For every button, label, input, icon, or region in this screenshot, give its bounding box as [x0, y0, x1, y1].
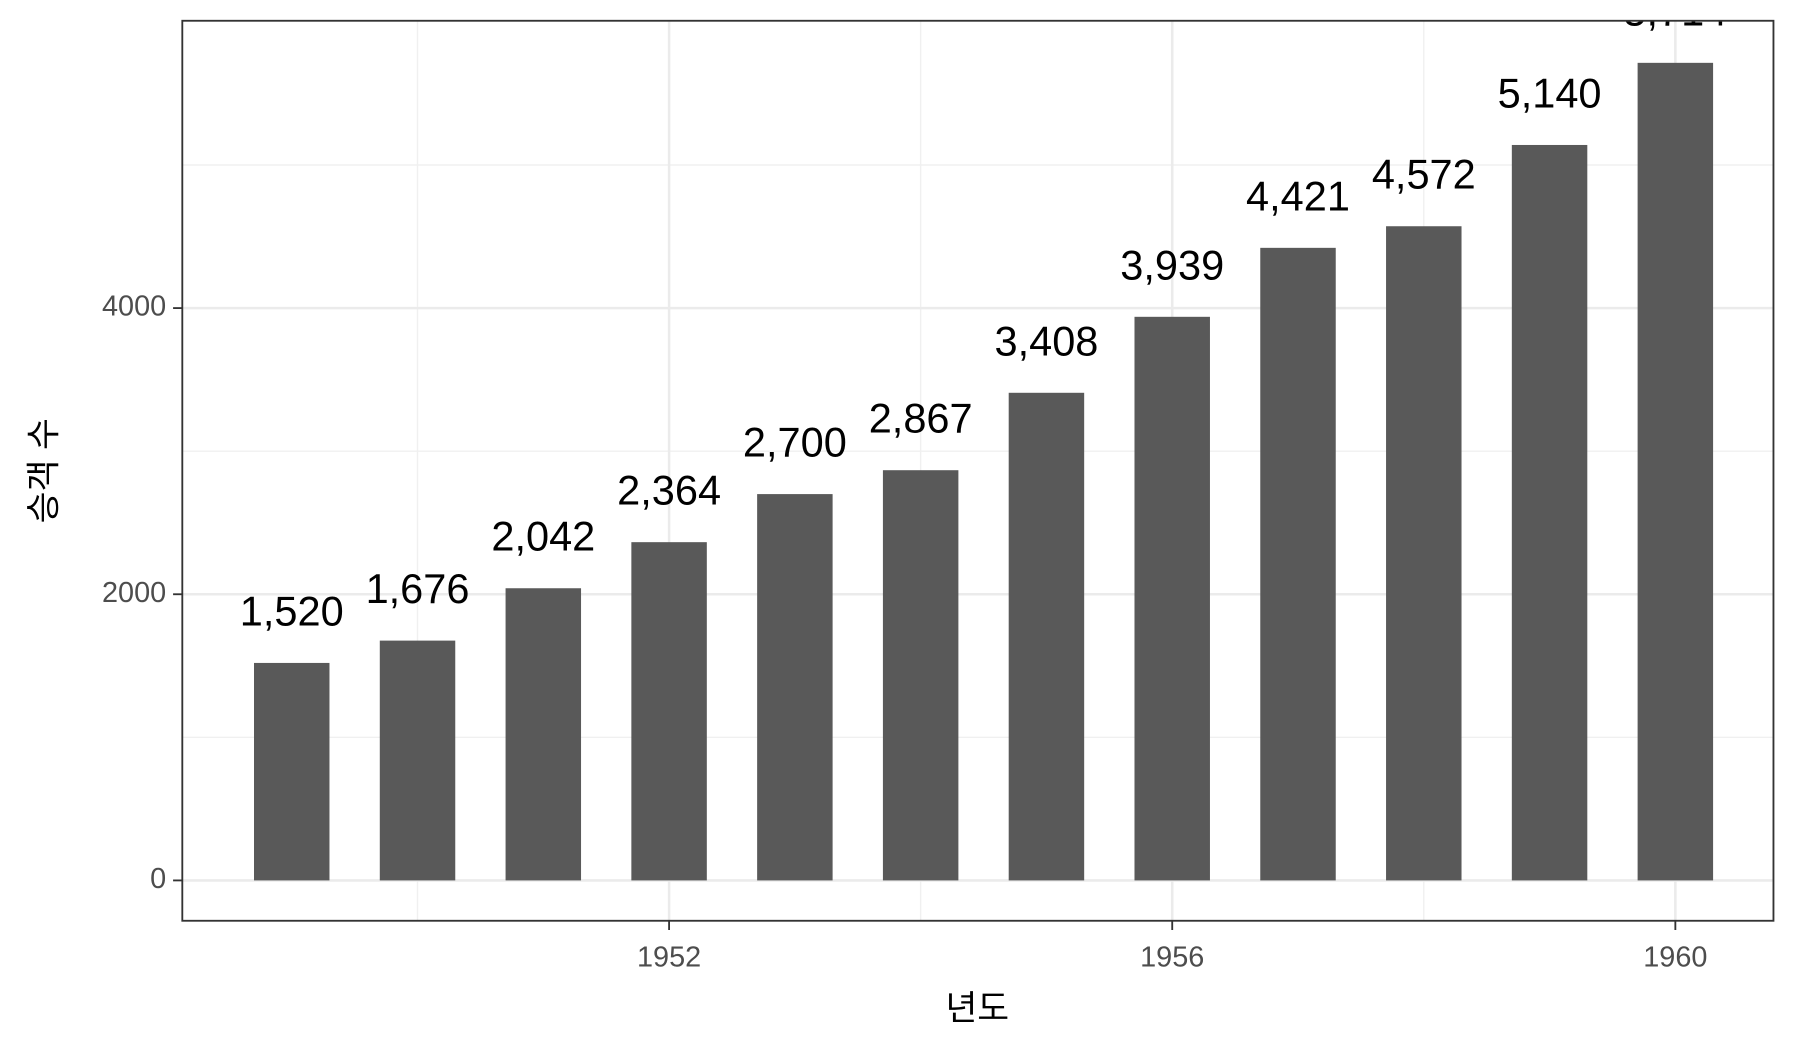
bar [1637, 62, 1714, 881]
value-label: 1,520 [240, 587, 344, 634]
value-label: 2,700 [743, 419, 847, 466]
value-label: 4,572 [1372, 151, 1476, 198]
bar [379, 640, 456, 881]
value-label: 5,140 [1498, 69, 1602, 116]
bar [505, 588, 582, 881]
bar [1511, 144, 1588, 881]
x-tick-label: 1952 [637, 941, 701, 973]
axes: 0 2000 4000 1952 1956 1960 [102, 291, 1707, 974]
value-label: 4,421 [1246, 172, 1350, 219]
value-label: 3,408 [994, 317, 1098, 364]
bar [631, 542, 707, 881]
y-tick-label: 2000 [102, 577, 166, 609]
plot-area: 1,520 1,676 2,042 2,364 2,700 2,867 3,408 3,939… [240, 0, 1727, 881]
bar [254, 662, 330, 881]
bar [1260, 247, 1336, 881]
panel-border [181, 19, 1775, 922]
x-tick-label: 1960 [1643, 941, 1707, 973]
bar [882, 470, 959, 881]
value-label: 1,676 [366, 565, 470, 612]
y-axis-title: 승객 수 [25, 418, 63, 523]
value-label: 2,867 [869, 395, 973, 442]
bar [757, 494, 833, 881]
bar [1134, 316, 1210, 881]
y-tick-label: 4000 [102, 291, 166, 323]
y-tick-label: 0 [150, 863, 166, 895]
value-label: 5,714 [1623, 0, 1727, 34]
bar [1008, 392, 1085, 881]
value-label: 2,364 [617, 467, 721, 514]
bar [1386, 226, 1462, 881]
value-label: 3,939 [1120, 241, 1224, 288]
x-axis-title: 년도 [945, 990, 1009, 1028]
value-label: 2,042 [491, 513, 595, 560]
x-tick-label: 1956 [1140, 941, 1204, 973]
